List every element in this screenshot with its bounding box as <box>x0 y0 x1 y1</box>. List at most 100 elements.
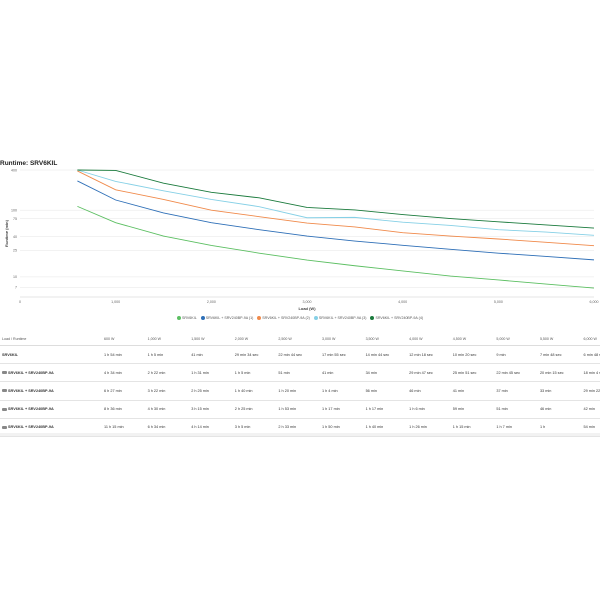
x-tick-label: 2,000 <box>207 300 216 304</box>
runtime-cell: 51 min <box>276 363 320 383</box>
header-load-column: 3,000 W <box>319 333 364 346</box>
runtime-cell: 6 h 27 min <box>102 381 146 401</box>
runtime-cell: 46 min <box>537 400 582 419</box>
series-line-1 <box>77 205 595 289</box>
runtime-cell: 1 h 40 min <box>232 381 277 401</box>
runtime-cell: 59 min <box>450 400 495 419</box>
runtime-table: Load / Runtime 600 W 1,000 W 1,500 W 2,000 W… <box>0 333 600 437</box>
x-tick-label: 1,000 <box>111 300 120 304</box>
runtime-cell: 1 h 31 min <box>189 363 233 383</box>
legend-label: SRV6KIL + SRV240BP-9A (4) <box>375 316 424 320</box>
x-tick-label: 5,000 <box>494 300 503 304</box>
ups-unit-icon <box>2 389 7 393</box>
row-label-text: SRV6KIL + SRV240BP-9A <box>8 425 54 430</box>
table-header-row: Load / Runtime 600 W 1,000 W 1,500 W 2,000 W… <box>0 333 600 346</box>
legend-swatch <box>257 316 262 321</box>
runtime-cell: 56 min <box>363 381 408 401</box>
table-body: SRV6KIL 1 h 54 min 1 h 5 min 41 min 29 min 3… <box>0 345 600 437</box>
runtime-cell: 51 min <box>494 400 538 419</box>
table-row: SRV6KIL + SRV240BP-9A 6 h 27 min 3 h 22 mi… <box>0 381 600 401</box>
legend-label: SRV6KIL + SRV240BP-9A (2) <box>262 316 310 320</box>
legend-label: SRV6KIL <box>181 316 197 320</box>
table-row: SRV6KIL + SRV240BP-9A 4 h 34 min 2 h 22 mi… <box>0 363 600 383</box>
legend-item-4[interactable]: SRV6KIL + SRV240BP-9A (3) <box>313 316 366 321</box>
table-row: SRV6KIL + SRV240BP-9A 8 h 36 min 4 h 30 mi… <box>0 400 600 419</box>
runtime-cell: 4 h 30 min <box>145 400 190 419</box>
legend-label: SRV6KIL + SRV240BP-9A (1) <box>205 316 254 320</box>
y-tick-label: 400 <box>11 168 17 172</box>
runtime-cell: 22 min 45 sec <box>494 363 538 383</box>
runtime-cell: 1 h 17 min <box>363 400 408 419</box>
ups-unit-icon <box>2 407 7 411</box>
header-load-column: 1,500 W <box>189 333 233 346</box>
runtime-cell: 2 h 25 min <box>189 381 233 401</box>
runtime-cell: 10 min 20 sec <box>450 345 495 365</box>
y-tick-label: 10 <box>13 275 17 279</box>
x-tick-label: 0 <box>19 300 21 304</box>
series-line-5 <box>77 169 595 229</box>
runtime-cell: 14 min 44 sec <box>363 345 408 365</box>
runtime-cell: 22 min 44 sec <box>276 345 320 365</box>
runtime-cell: 1 h 5 min <box>232 363 277 383</box>
legend-item-2[interactable]: SRV6KIL + SRV240BP-9A (1) <box>200 316 254 321</box>
legend-item-5[interactable]: SRV6KIL + SRV240BP-9A (4) <box>370 316 424 321</box>
runtime-cell: 8 h 36 min <box>102 400 146 419</box>
y-tick-label: 25 <box>13 249 17 253</box>
ups-unit-icon <box>2 425 7 429</box>
runtime-cell: 1 h 17 min <box>319 400 364 419</box>
header-load-column: 600 W <box>102 333 146 346</box>
row-label-text: SRV6KIL + SRV240BP-9A <box>8 388 54 393</box>
runtime-cell: 33 min <box>537 381 582 401</box>
series-line-2 <box>77 180 595 261</box>
runtime-cell: 3 h 15 min <box>189 400 233 419</box>
runtime-cell: 42 min <box>581 400 600 419</box>
y-tick-label: 7 <box>15 286 17 290</box>
runtime-cell: 18 min 4 sec <box>581 363 600 383</box>
row-label: SRV6KIL + SRV240BP-9A <box>0 363 102 383</box>
series-line-4 <box>77 169 595 236</box>
header-load-column: 6,000 W <box>581 333 600 346</box>
x-axis-label: Load (W) <box>298 306 316 311</box>
runtime-cell: 1 h 53 min <box>276 400 320 419</box>
table-row: SRV6KIL + SRV240BP-9A 11 h 15 min 6 h 34 m… <box>0 418 600 437</box>
y-tick-label: 100 <box>11 208 17 212</box>
x-tick-label: 6,000 <box>590 300 599 304</box>
runtime-cell: 29 min 34 sec <box>232 345 277 365</box>
runtime-cell: 25 min 51 sec <box>450 363 495 383</box>
legend-swatch <box>370 316 375 321</box>
runtime-cell: 1 h 54 min <box>102 345 146 365</box>
runtime-cell: 2 h 22 min <box>145 363 190 383</box>
runtime-cell: 9 min <box>494 345 538 365</box>
header-load-column: 5,000 W <box>494 333 538 346</box>
runtime-cell: 1 h 6 min <box>407 400 451 419</box>
y-axis-label: Runtime (min) <box>4 219 9 247</box>
legend-item-1[interactable]: SRV6KIL <box>176 316 197 321</box>
runtime-cell: 12 min 18 sec <box>407 345 451 365</box>
runtime-cell: 37 min <box>494 381 538 401</box>
row-label-text: SRV6KIL + SRV240BP-9A <box>8 407 54 412</box>
runtime-cell: 29 min 47 sec <box>407 363 451 383</box>
row-label: SRV6KIL + SRV240BP-9A <box>0 381 102 401</box>
runtime-cell: 29 min 22 sec <box>581 381 600 401</box>
chart-title: Runtime: SRV6KIL <box>0 160 58 167</box>
header-load-column: 4,000 W <box>407 333 451 346</box>
table-row: SRV6KIL 1 h 54 min 1 h 5 min 41 min 29 min 3… <box>0 345 600 365</box>
legend-item-3[interactable]: SRV6KIL + SRV240BP-9A (2) <box>257 316 310 321</box>
header-load-column: 2,500 W <box>276 333 320 346</box>
chart-legend: SRV6KIL SRV6KIL + SRV240BP-9A (1) SRV6KIL … <box>0 316 600 321</box>
row-label: SRV6KIL <box>0 345 102 365</box>
y-tick-label: 75 <box>13 217 17 221</box>
legend-swatch <box>313 316 318 321</box>
y-tick-label: 40 <box>13 235 17 239</box>
runtime-cell: 1 h 20 min <box>276 381 320 401</box>
x-tick-label: 3,000 <box>303 300 312 304</box>
runtime-cell: 1 h 5 min <box>145 345 190 365</box>
header-load-column: 1,000 W <box>145 333 190 346</box>
runtime-cell: 7 min 48 sec <box>537 345 582 365</box>
header-load-column: 2,000 W <box>232 333 277 346</box>
runtime-chart: 7 10 25 40 75 100 400 0 1,000 2,000 3,000 4,000 5,00… <box>4 168 599 311</box>
runtime-cell: 41 min <box>450 381 495 401</box>
runtime-cell: 4 h 34 min <box>102 363 146 383</box>
footer-divider <box>0 433 600 436</box>
runtime-cell: 41 min <box>319 363 364 383</box>
